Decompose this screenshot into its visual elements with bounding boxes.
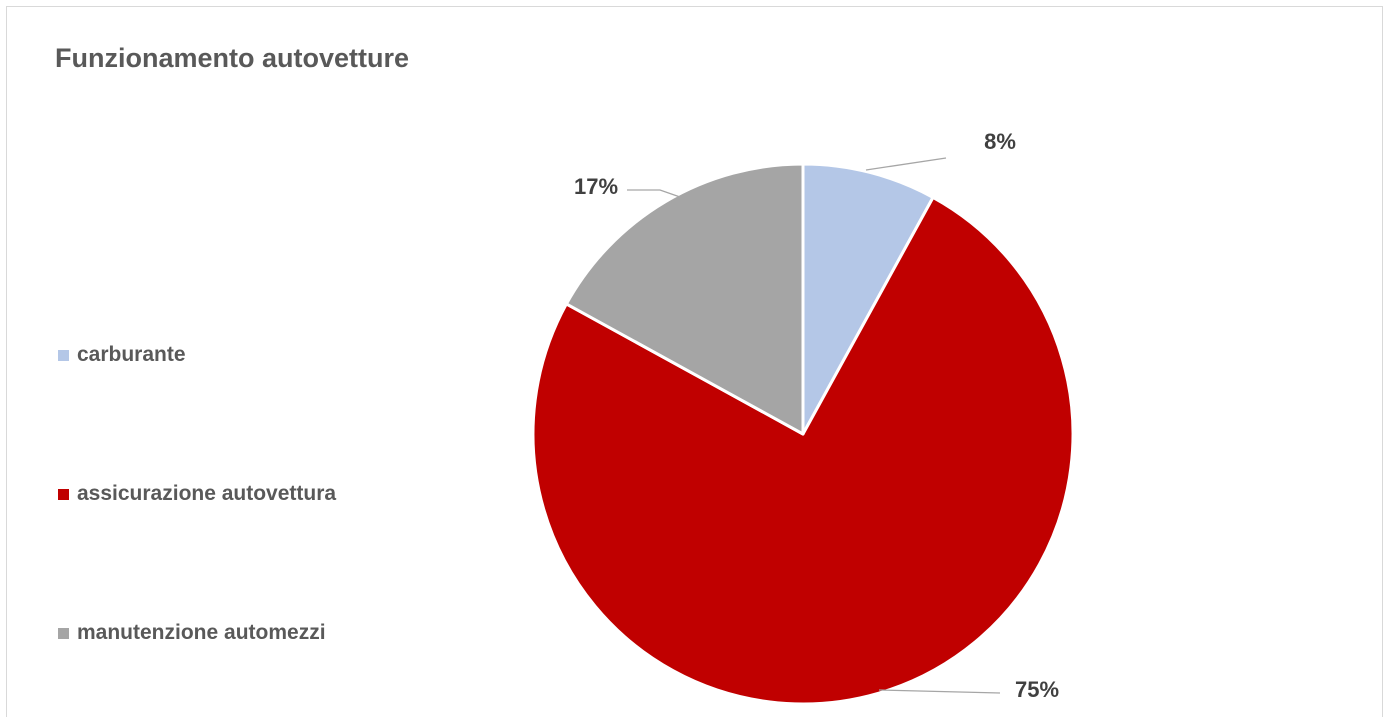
legend-label: manutenzione automezzi	[77, 621, 326, 644]
pie-slice-2	[531, 195, 1075, 706]
pie-slice-1	[801, 162, 935, 436]
data-label-1: 8%	[984, 129, 1016, 154]
leader-line-1	[865, 157, 947, 171]
data-label-3: 17%	[574, 174, 618, 199]
legend-swatch	[58, 488, 69, 500]
leader-line-2	[878, 689, 1001, 694]
legend-item-manutenzione: manutenzione automezzi	[58, 621, 326, 645]
chart-title: Funzionamento autovetture	[55, 43, 410, 73]
legend-item-carburante: carburante	[58, 343, 186, 367]
legend-label: assicurazione autovettura	[77, 482, 337, 505]
legend-item-assicurazione: assicurazione autovettura	[58, 482, 336, 506]
chart-frame	[6, 6, 1383, 717]
leader-line-3	[627, 189, 681, 198]
legend-swatch	[58, 627, 69, 639]
pie-slice-3	[564, 162, 805, 436]
data-label-2: 75%	[1015, 677, 1059, 702]
legend-label: carburante	[77, 343, 186, 366]
legend-swatch	[58, 349, 69, 361]
